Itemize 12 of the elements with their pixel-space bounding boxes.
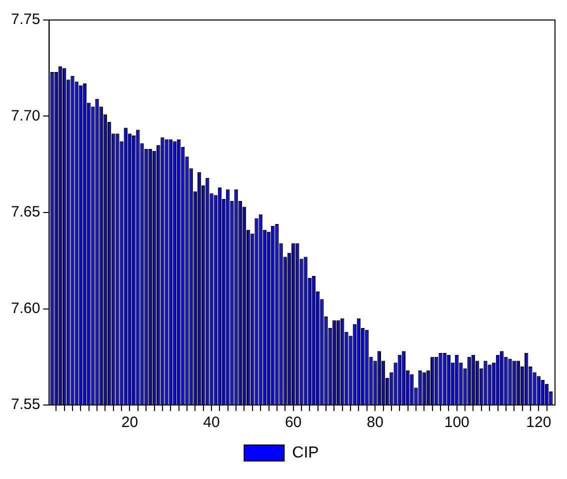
- y-tick-label: 7.65: [10, 204, 40, 221]
- y-tick-label: 7.70: [10, 107, 40, 124]
- x-tick-label: 120: [526, 414, 552, 432]
- legend-label: CIP: [292, 444, 319, 462]
- x-tick-label: 40: [203, 414, 220, 432]
- x-tick-label: 60: [284, 414, 302, 432]
- y-tick-label: 7.60: [10, 300, 40, 317]
- y-tick-label: 7.75: [10, 11, 40, 28]
- x-tick-label: 80: [366, 414, 384, 432]
- x-tick-label: 100: [444, 414, 470, 432]
- y-tick-label: 7.55: [10, 396, 40, 414]
- x-tick-label: 20: [121, 414, 138, 432]
